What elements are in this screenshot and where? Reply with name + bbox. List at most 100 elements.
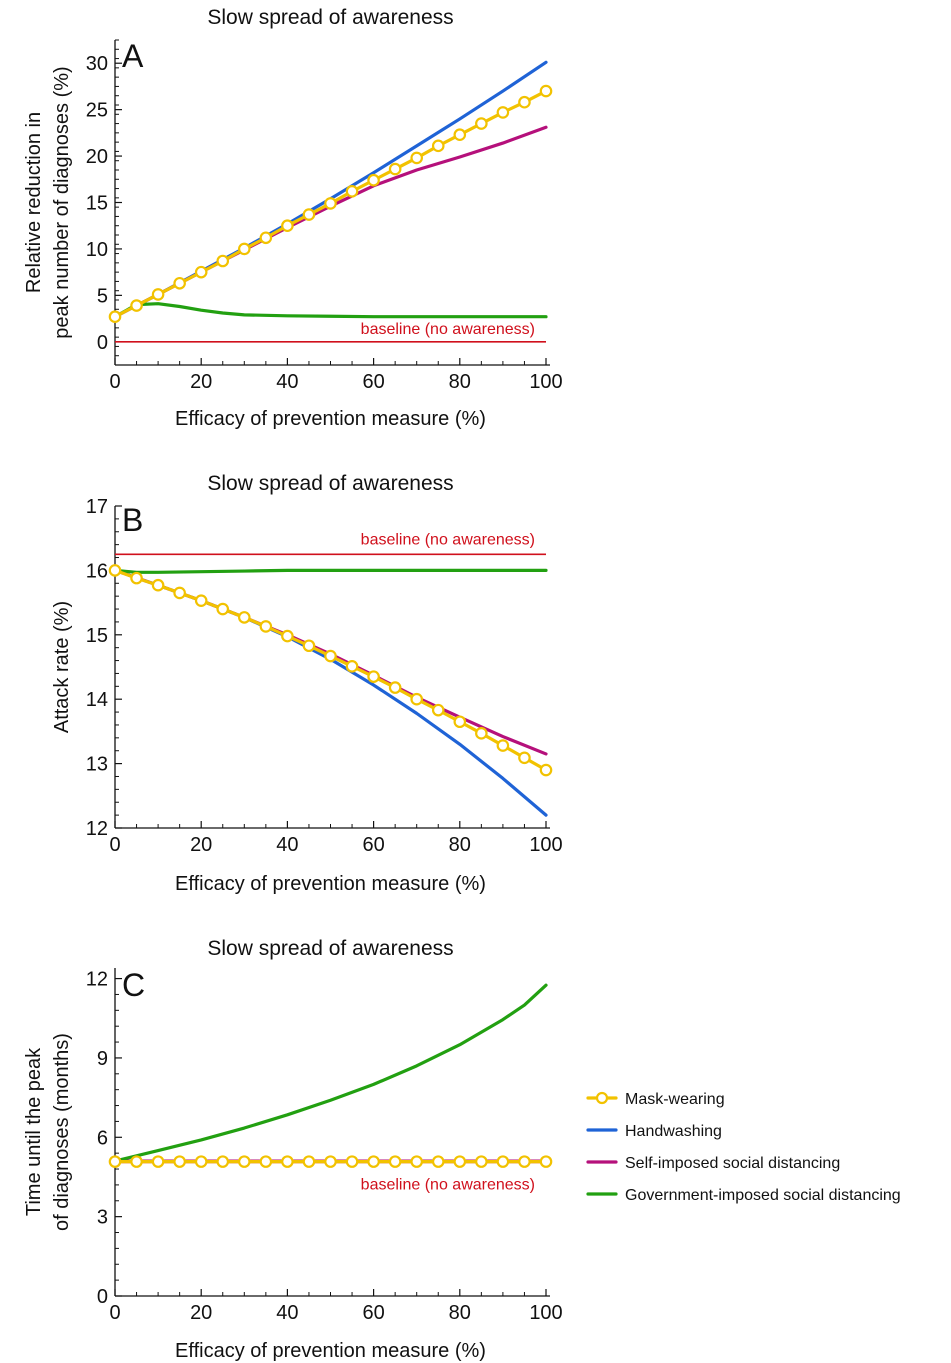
baseline-label: baseline (no awareness) — [361, 321, 535, 338]
data-point-mask — [151, 1155, 165, 1168]
data-point-mask — [388, 1155, 402, 1168]
data-point-mask — [108, 564, 122, 577]
data-point-mask — [518, 95, 531, 109]
y-tick-label: 20 — [86, 146, 108, 168]
chart-title: Slow spread of awareness — [207, 937, 453, 960]
y-axis-label: Relative reduction in — [23, 112, 45, 293]
data-point-mask — [281, 629, 294, 643]
legend-item-mask: Mask-wearing — [586, 1091, 725, 1108]
x-axis-label: Efficacy of prevention measure (%) — [175, 1340, 486, 1362]
legend-label: Self-imposed social distancing — [625, 1155, 840, 1172]
panel-a: Slow spread of awareness A 0 20 40 60 80 100 0 5 1… — [23, 6, 563, 430]
data-point-mask — [130, 1155, 143, 1168]
data-point-mask — [302, 1155, 316, 1168]
data-point-mask — [539, 1155, 553, 1168]
data-point-mask — [324, 1155, 337, 1168]
data-point-mask — [216, 602, 230, 616]
x-tick-label: 60 — [362, 1302, 384, 1324]
x-tick-label: 20 — [190, 834, 212, 856]
legend-label: Government-imposed social distancing — [625, 1187, 901, 1204]
data-point-mask — [539, 84, 553, 98]
y-tick-label: 13 — [86, 754, 108, 776]
legend-item-gov: Government-imposed social distancing — [586, 1187, 901, 1204]
x-tick-label: 80 — [449, 1302, 471, 1324]
data-point-mask — [496, 106, 510, 119]
data-point-mask — [345, 660, 359, 673]
x-tick-label: 60 — [362, 834, 384, 856]
data-point-mask — [281, 219, 294, 233]
data-point-mask — [431, 703, 445, 717]
legend: Mask-wearing Handwashing Self-imposed soci… — [586, 1091, 901, 1204]
x-tick-label: 20 — [190, 1302, 212, 1324]
legend-label: Mask-wearing — [625, 1091, 725, 1108]
series-line-gov — [113, 568, 548, 574]
data-point-mask — [238, 242, 251, 256]
baseline-label: baseline (no awareness) — [361, 1176, 535, 1193]
panel-b: Slow spread of awareness B 0 20 40 60 80 100 12 1… — [51, 472, 563, 895]
x-axis-label: Efficacy of prevention measure (%) — [175, 408, 486, 430]
data-point-mask — [151, 288, 165, 301]
x-tick-label: 0 — [109, 834, 120, 856]
chart-title: Slow spread of awareness — [207, 6, 453, 29]
x-tick-label: 20 — [190, 371, 212, 393]
data-point-mask — [345, 185, 359, 198]
data-point-mask — [130, 571, 143, 585]
data-point-mask — [539, 763, 553, 777]
series-line-gov — [113, 302, 548, 319]
x-tick-label: 100 — [529, 834, 562, 856]
y-tick-label: 0 — [97, 332, 108, 354]
data-point-mask — [345, 1155, 359, 1168]
data-point-mask — [410, 692, 423, 706]
data-point-mask — [367, 1155, 380, 1168]
data-point-mask — [410, 1155, 423, 1168]
y-tick-label: 17 — [86, 496, 108, 518]
y-tick-label: 14 — [86, 689, 108, 711]
panel-c: Slow spread of awareness C 0 20 40 60 80 100 0 3 6… — [23, 937, 563, 1362]
data-point-mask — [518, 751, 531, 765]
data-point-mask — [151, 578, 165, 592]
series-line-mask — [113, 568, 548, 772]
x-tick-label: 40 — [276, 834, 298, 856]
y-tick-label: 10 — [86, 239, 108, 261]
data-point-mask — [496, 1155, 510, 1168]
data-point-mask — [216, 1155, 230, 1168]
y-tick-label: 25 — [86, 100, 108, 122]
data-point-mask — [108, 1155, 122, 1168]
x-tick-label: 80 — [449, 371, 471, 393]
y-tick-label: 15 — [86, 193, 108, 215]
legend-marker-mask — [595, 1091, 609, 1105]
data-point-mask — [518, 1155, 531, 1168]
data-point-mask — [367, 173, 380, 187]
x-tick-label: 100 — [529, 1302, 562, 1324]
data-point-mask — [194, 594, 208, 607]
x-tick-label: 60 — [362, 371, 384, 393]
panel-letter: A — [122, 38, 144, 74]
x-tick-label: 40 — [276, 371, 298, 393]
panel-letter: C — [122, 967, 145, 1003]
legend-item-self: Self-imposed social distancing — [586, 1155, 840, 1172]
data-point-mask — [281, 1155, 294, 1168]
data-point-mask — [475, 117, 488, 130]
data-point-mask — [194, 1155, 208, 1168]
data-point-mask — [173, 586, 186, 600]
data-point-mask — [410, 151, 423, 165]
x-tick-label: 100 — [529, 371, 562, 393]
x-tick-label: 0 — [109, 371, 120, 393]
y-tick-label: 0 — [97, 1286, 108, 1308]
data-point-mask — [238, 1155, 251, 1168]
x-tick-label: 80 — [449, 834, 471, 856]
data-point-mask — [259, 231, 273, 245]
data-point-mask — [453, 715, 467, 729]
chart-title: Slow spread of awareness — [207, 472, 453, 495]
data-point-mask — [475, 727, 488, 740]
data-point-mask — [302, 208, 316, 221]
y-tick-label: 15 — [86, 625, 108, 647]
y-tick-label: 9 — [97, 1048, 108, 1070]
data-point-mask — [238, 611, 251, 624]
y-tick-label: 6 — [97, 1127, 108, 1149]
y-axis-label: peak number of diagnoses (%) — [51, 66, 73, 338]
data-point-mask — [302, 639, 316, 653]
data-point-mask — [453, 1155, 467, 1168]
y-tick-label: 12 — [86, 818, 108, 840]
